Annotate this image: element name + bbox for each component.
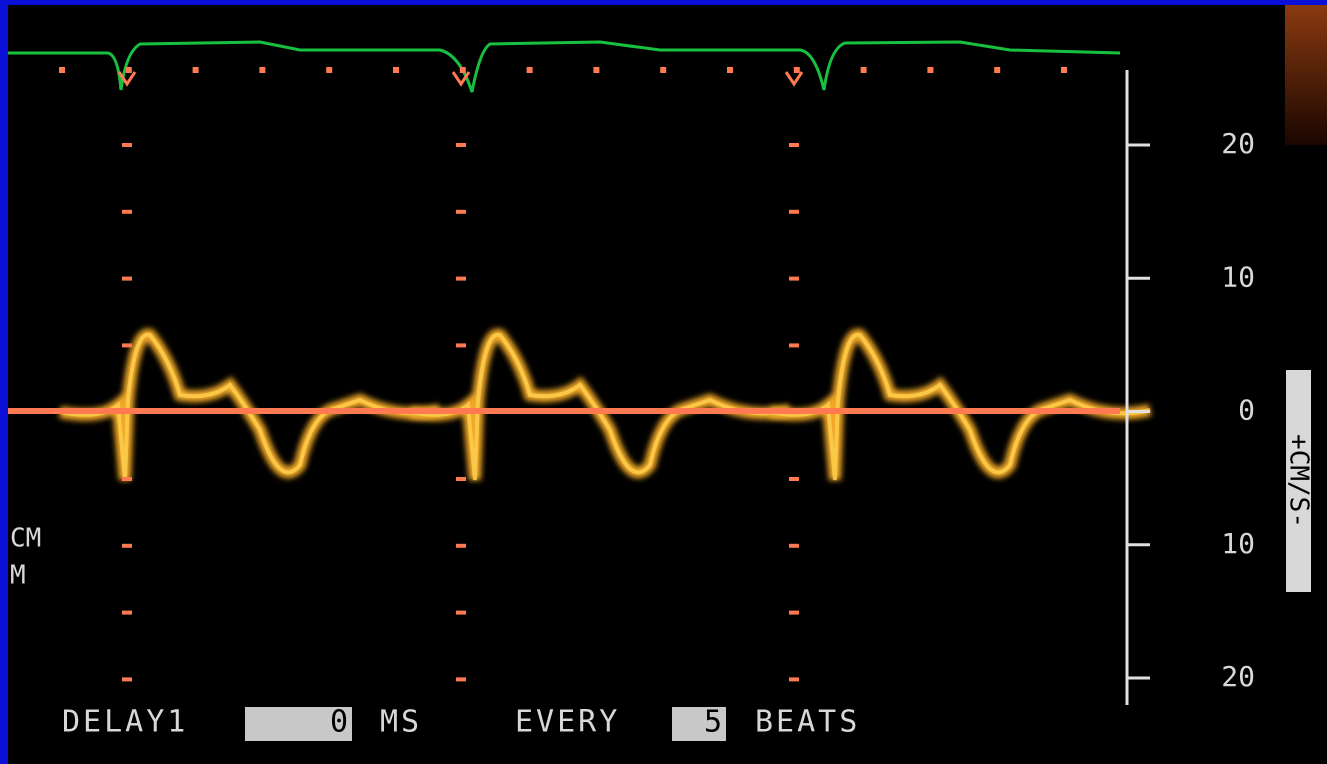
marker-dot — [527, 67, 533, 73]
scale-label: 20 — [1221, 127, 1255, 160]
marker-dash — [456, 210, 466, 214]
marker-dot — [393, 67, 399, 73]
color-bar — [1285, 5, 1327, 145]
beats-label: BEATS — [755, 705, 860, 740]
every-label: EVERY — [515, 705, 620, 740]
marker-dot — [259, 67, 265, 73]
marker-dash — [789, 611, 799, 615]
marker-dot — [126, 67, 132, 73]
marker-dash — [456, 544, 466, 548]
scale-label: 0 — [1238, 394, 1255, 427]
marker-dash — [456, 343, 466, 347]
marker-dash — [122, 677, 132, 681]
marker-dash — [456, 410, 466, 414]
marker-dash — [789, 477, 799, 481]
marker-dot — [460, 67, 466, 73]
marker-dot — [1061, 67, 1067, 73]
unit-label: +CM/S- — [1284, 434, 1314, 528]
delay-unit: MS — [380, 705, 422, 740]
every-value: 5 — [704, 705, 722, 740]
scale-label: 10 — [1221, 260, 1255, 293]
marker-dot — [593, 67, 599, 73]
marker-dash — [122, 343, 132, 347]
marker-dash — [122, 611, 132, 615]
marker-dash — [789, 544, 799, 548]
marker-dash — [789, 343, 799, 347]
marker-dash — [456, 143, 466, 147]
marker-dash — [456, 677, 466, 681]
page: 201001020 +CM/S- CM M DELAY1 0 MS EVERY … — [0, 0, 1327, 764]
delay-label: DELAY1 — [62, 705, 188, 740]
marker-dash — [456, 611, 466, 615]
marker-dot — [927, 67, 933, 73]
marker-dash — [456, 277, 466, 281]
marker-dot — [326, 67, 332, 73]
marker-dot — [59, 67, 65, 73]
marker-dash — [122, 544, 132, 548]
depth-label: M — [10, 561, 26, 591]
marker-dot — [994, 67, 1000, 73]
marker-dash — [789, 677, 799, 681]
marker-dash — [789, 143, 799, 147]
marker-dot — [193, 67, 199, 73]
scale-label: 10 — [1221, 527, 1255, 560]
doppler-screen: 201001020 +CM/S- CM M DELAY1 0 MS EVERY … — [0, 0, 1327, 764]
marker-dash — [122, 210, 132, 214]
marker-dot — [794, 67, 800, 73]
marker-dot — [861, 67, 867, 73]
display-area — [8, 5, 1327, 764]
marker-dash — [122, 410, 132, 414]
marker-dash — [456, 477, 466, 481]
marker-dash — [122, 143, 132, 147]
marker-dot — [660, 67, 666, 73]
depth-label: CM — [10, 524, 41, 554]
marker-dash — [789, 410, 799, 414]
marker-dash — [789, 277, 799, 281]
marker-dash — [122, 477, 132, 481]
scale-label: 20 — [1221, 660, 1255, 693]
marker-dash — [122, 277, 132, 281]
delay-value: 0 — [330, 705, 348, 740]
marker-dash — [789, 210, 799, 214]
marker-dot — [727, 67, 733, 73]
